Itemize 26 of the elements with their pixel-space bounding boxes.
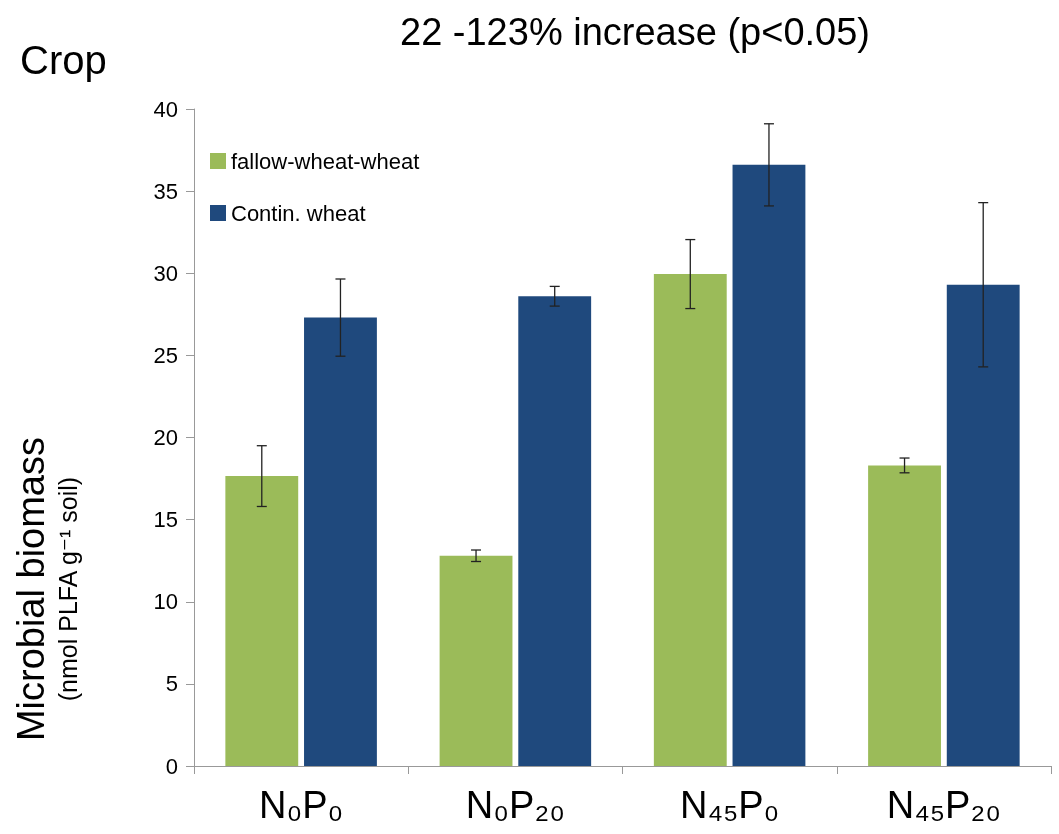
x-tick-label: N₀P₀ xyxy=(258,784,344,826)
x-tick-label: N₄₅P₂₀ xyxy=(886,784,1001,826)
bar xyxy=(946,284,1020,766)
bar xyxy=(653,274,727,766)
y-tick-label: 20 xyxy=(153,425,178,450)
bar xyxy=(304,317,377,766)
bar xyxy=(732,164,806,766)
legend-label: fallow-wheat-wheat xyxy=(231,148,420,174)
bar xyxy=(518,296,592,766)
y-tick-label: 35 xyxy=(153,178,178,204)
bar xyxy=(439,555,513,766)
y-tick-label: 30 xyxy=(153,260,178,286)
y-axis-title: Microbial biomass (nmol PLFA g⁻¹ soil) xyxy=(10,437,82,742)
legend-label: Contin. wheat xyxy=(231,200,366,226)
y-tick-label: 15 xyxy=(153,507,178,533)
y-tick-label: 25 xyxy=(153,342,178,368)
x-tick-label: N₀P₂₀ xyxy=(465,784,565,826)
y-tick-label: 40 xyxy=(153,96,178,122)
y-tick-label: 5 xyxy=(165,671,178,697)
bar xyxy=(868,465,941,766)
bar xyxy=(225,476,299,766)
y-tick-label: 0 xyxy=(165,753,178,779)
x-tick-label: N₄₅P₀ xyxy=(679,784,780,826)
text: Crop xyxy=(20,38,107,82)
y-tick-label: 10 xyxy=(153,589,178,615)
chart-title: 22 -123% increase (p<0.05) xyxy=(399,11,871,53)
